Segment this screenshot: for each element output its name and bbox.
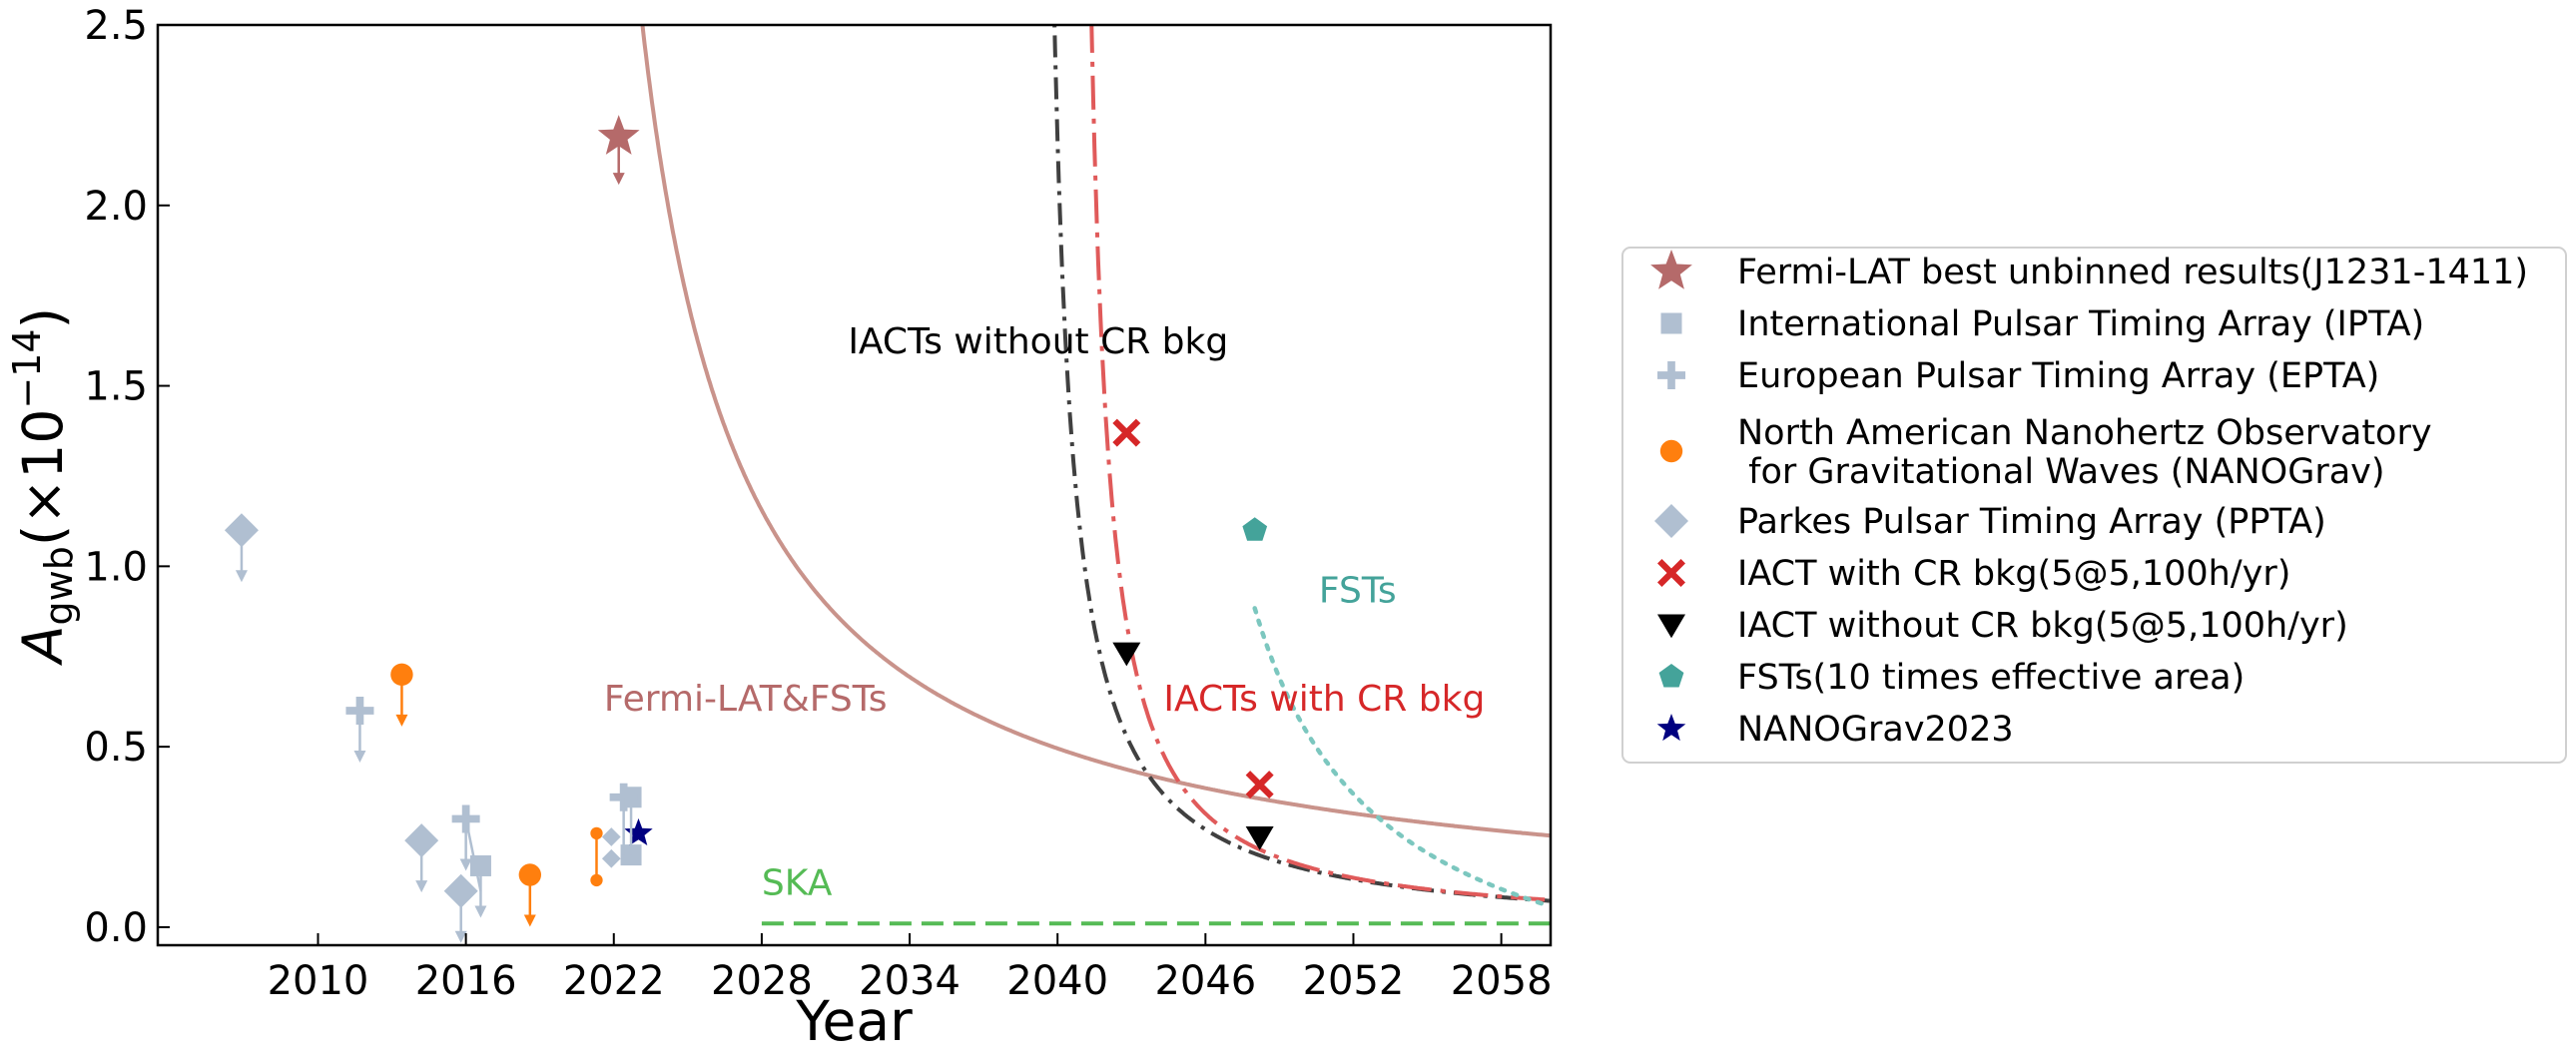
y-tick-label: 0.5: [84, 725, 148, 771]
x-tick-label: 2052: [1303, 958, 1405, 1004]
legend-label: Parkes Pulsar Timing Array (PPTA): [1737, 502, 2326, 542]
legend-label: IACT with CR bkg(5@5,100h/yr): [1737, 554, 2290, 594]
data-point-diamond: [224, 513, 259, 548]
data-point-circle: [390, 663, 413, 687]
curve-fsts: [1252, 606, 1551, 908]
y-tick-label: 1.5: [84, 364, 148, 410]
legend-label: European Pulsar Timing Array (EPTA): [1737, 356, 2379, 396]
x-axis-ticks: 2010 2016 2022 2028 2034 2040 2046 2052 2058: [268, 933, 1553, 1004]
data-point-x: [1112, 418, 1141, 447]
legend-box: [1621, 247, 2567, 764]
x-tick-label: 2040: [1006, 958, 1108, 1004]
legend-label: NANOGrav2023: [1737, 710, 2014, 750]
legend-label: International Pulsar Timing Array (IPTA): [1737, 304, 2424, 344]
legend-label-line: NANOGrav2023: [1737, 710, 2014, 750]
legend-marker-pentagon: [1658, 664, 1684, 688]
data-point-triangle_down: [1112, 642, 1141, 667]
upper-limit-arrow: [353, 750, 366, 763]
legend-label-line: FSTs(10 times effective area): [1737, 658, 2245, 698]
data-point-x: [1245, 771, 1274, 799]
y-tick-label: 0.0: [84, 905, 148, 951]
y-axis-label-exp: −14: [5, 328, 49, 408]
x-tick-label: 2028: [711, 958, 813, 1004]
legend-label: FSTs(10 times effective area): [1737, 658, 2245, 698]
legend-marker-square: [1660, 312, 1682, 334]
x-tick-label: 2058: [1451, 958, 1553, 1004]
y-axis-label-sub: gwb: [37, 546, 81, 625]
curves-layer: [640, 25, 1551, 926]
legend-label: North American Nanohertz Observatory for…: [1737, 413, 2432, 492]
data-point-pentagon: [1242, 517, 1268, 541]
legend-label-line: Parkes Pulsar Timing Array (PPTA): [1737, 502, 2326, 542]
x-tick-label: 2034: [859, 958, 961, 1004]
y-axis-label-close: ): [11, 307, 75, 328]
upper-limit-arrow: [454, 930, 467, 943]
annotation-fsts: FSTs: [1319, 571, 1397, 612]
y-tick-label: 1.0: [84, 544, 148, 590]
y-axis-label-base: A: [11, 625, 75, 666]
legend-marker-plus: [1657, 361, 1685, 389]
data-point-plus: [345, 696, 374, 725]
upper-limit-arrow: [612, 173, 625, 186]
annotation-fermi-lat-fsts: Fermi-LAT&FSTs: [604, 679, 888, 720]
legend: Fermi-LAT best unbinned results(J1231-14…: [1621, 247, 2567, 764]
legend-label-line: IACT without CR bkg(5@5,100h/yr): [1737, 606, 2348, 646]
markers-layer: [224, 115, 1274, 943]
legend-label-line: for Gravitational Waves (NANOGrav): [1737, 452, 2385, 492]
legend-label-line: North American Nanohertz Observatory: [1737, 413, 2432, 453]
data-point-diamond: [601, 827, 621, 846]
annotation-iacts-with-cr-bkg: IACTs with CR bkg: [1163, 679, 1485, 720]
legend-label-line: European Pulsar Timing Array (EPTA): [1737, 356, 2379, 396]
curve-iacts-with-cr-bkg: [1089, 25, 1550, 902]
x-tick-label: 2046: [1154, 958, 1256, 1004]
legend-label-line: IACT with CR bkg(5@5,100h/yr): [1737, 554, 2290, 594]
legend-label-line: International Pulsar Timing Array (IPTA): [1737, 304, 2424, 344]
legend-label: IACT without CR bkg(5@5,100h/yr): [1737, 606, 2348, 646]
annotation-iacts-without-cr-bkg: IACTs without CR bkg: [848, 321, 1228, 362]
upper-limit-arrow: [459, 858, 472, 871]
data-point-circle: [590, 873, 603, 887]
annotation-ska: SKA: [762, 862, 833, 903]
curve-iacts-without-cr-bkg: [1052, 25, 1550, 903]
upper-limit-arrow: [235, 570, 248, 583]
data-point-diamond: [601, 848, 621, 868]
x-tick-label: 2010: [268, 958, 369, 1004]
range-connector: [464, 818, 482, 892]
data-point-star: [597, 115, 640, 155]
y-axis-ticks: 0.0 0.5 1.0 1.5 2.0 2.5: [84, 3, 170, 951]
data-point-circle: [518, 863, 542, 886]
upper-limit-arrow: [474, 905, 487, 918]
legend-marker-star: [1650, 250, 1692, 289]
y-axis-label: Agwb(×10−14): [5, 307, 81, 666]
x-tick-label: 2016: [415, 958, 517, 1004]
legend-marker-triangle_down: [1657, 614, 1685, 639]
data-point-star: [624, 817, 653, 845]
curve-fermi-lat-fsts: [640, 25, 1550, 838]
x-tick-label: 2022: [563, 958, 665, 1004]
plot-frame: [156, 23, 1553, 947]
legend-label-line: Fermi-LAT best unbinned results(J1231-14…: [1737, 253, 2528, 292]
legend-marker-circle: [1659, 439, 1683, 463]
data-point-diamond: [404, 823, 439, 858]
y-axis-label-text: (×10: [11, 409, 75, 547]
data-point-triangle_down: [1245, 826, 1274, 850]
legend-marker-x: [1657, 559, 1685, 587]
upper-limit-arrow: [395, 714, 408, 727]
x-axis-label: Year: [795, 989, 913, 1053]
upper-limit-arrow: [415, 880, 428, 893]
annotations-layer: IACTs without CR bkg FSTs Fermi-LAT&FSTs IA…: [604, 321, 1485, 903]
y-tick-label: 2.0: [84, 184, 148, 230]
upper-limit-arrow: [523, 914, 536, 927]
legend-marker-diamond: [1654, 504, 1688, 538]
legend-marker-star: [1656, 714, 1686, 742]
legend-label: Fermi-LAT best unbinned results(J1231-14…: [1737, 253, 2528, 292]
data-point-diamond: [443, 873, 478, 908]
y-tick-label: 2.5: [84, 3, 148, 49]
